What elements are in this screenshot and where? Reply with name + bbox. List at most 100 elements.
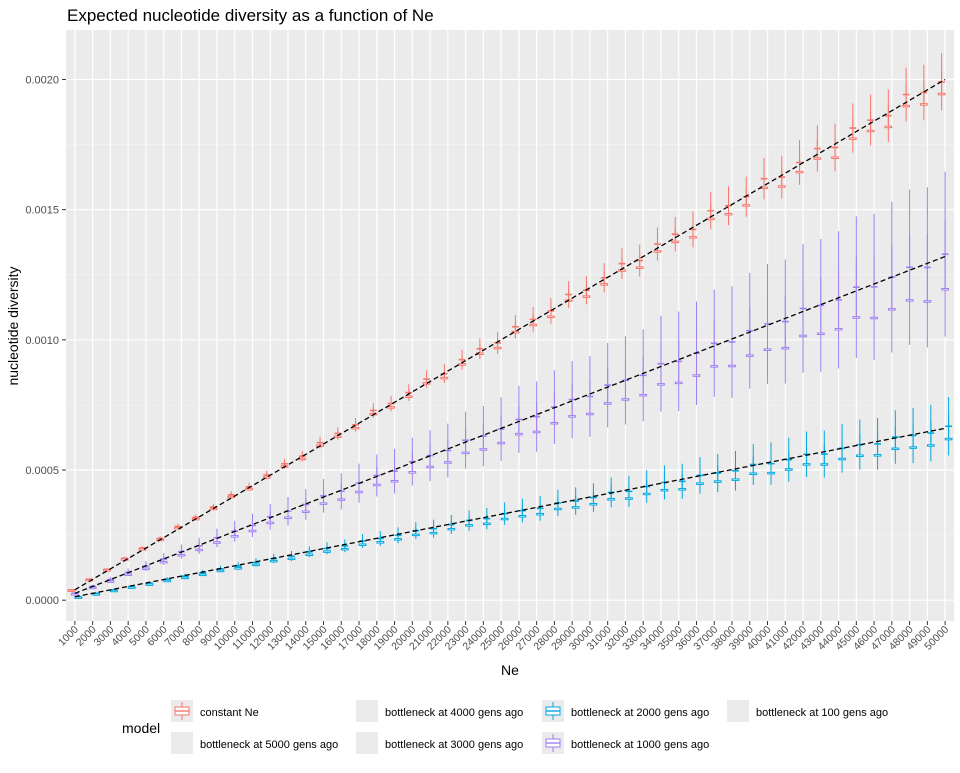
box xyxy=(266,521,275,525)
box xyxy=(163,579,172,583)
box xyxy=(902,104,911,108)
box xyxy=(870,316,878,320)
y-axis-title: nucleotide diversity xyxy=(5,266,21,385)
box xyxy=(884,125,893,129)
box xyxy=(213,541,221,544)
box xyxy=(816,332,825,336)
box xyxy=(919,103,928,106)
box xyxy=(355,490,363,494)
box xyxy=(390,479,399,483)
box xyxy=(124,573,133,576)
box xyxy=(262,476,271,479)
box xyxy=(532,430,541,434)
box xyxy=(692,374,701,377)
box xyxy=(351,427,360,430)
box xyxy=(234,567,243,570)
expected-dashed-line xyxy=(74,255,946,594)
box xyxy=(607,498,616,501)
box xyxy=(443,461,452,464)
box xyxy=(660,488,669,492)
x-axis-title: Ne xyxy=(501,662,519,678)
box xyxy=(422,382,431,385)
legend-label: bottleneck at 3000 gens ago xyxy=(385,739,523,751)
box xyxy=(337,498,346,501)
box xyxy=(728,364,736,368)
legend-label: constant Ne xyxy=(200,707,259,719)
box xyxy=(181,576,189,580)
y-tick-label: 0.0005 xyxy=(25,465,59,477)
box xyxy=(301,510,310,513)
box xyxy=(447,527,456,531)
plot-panel xyxy=(66,30,954,621)
box xyxy=(408,471,417,474)
box xyxy=(689,236,697,239)
box xyxy=(404,395,413,398)
box xyxy=(600,283,609,286)
box xyxy=(777,185,786,188)
box xyxy=(820,463,829,466)
box xyxy=(245,487,253,491)
box xyxy=(713,480,722,483)
box xyxy=(642,492,651,496)
y-tick-label: 0.0015 xyxy=(25,205,59,217)
box xyxy=(724,212,733,216)
legend-label: bottleneck at 5000 gens ago xyxy=(200,739,338,751)
box xyxy=(440,376,449,380)
box xyxy=(571,506,580,509)
box xyxy=(323,550,331,553)
box xyxy=(813,157,822,160)
legend-label: bottleneck at 1000 gens ago xyxy=(571,739,709,751)
expected-dashed-line xyxy=(74,78,946,591)
box xyxy=(174,526,182,530)
box xyxy=(742,204,751,207)
box xyxy=(426,465,434,469)
box xyxy=(536,512,545,516)
box xyxy=(497,441,506,445)
box xyxy=(926,444,935,447)
box xyxy=(674,381,683,385)
box xyxy=(767,471,775,475)
box xyxy=(696,482,704,485)
box xyxy=(511,330,520,334)
box xyxy=(284,516,292,520)
box xyxy=(873,454,882,457)
box xyxy=(763,348,772,351)
box xyxy=(802,463,811,466)
box xyxy=(547,315,555,319)
box xyxy=(106,580,115,583)
legend-key xyxy=(356,732,378,754)
box xyxy=(618,269,626,272)
box xyxy=(248,529,257,533)
box xyxy=(710,365,719,368)
box xyxy=(372,483,381,487)
box xyxy=(493,346,502,350)
box xyxy=(852,316,861,319)
box xyxy=(252,563,260,567)
box xyxy=(887,308,896,311)
box xyxy=(866,129,875,133)
box xyxy=(518,514,527,518)
box xyxy=(142,567,150,571)
box xyxy=(749,472,758,475)
box xyxy=(706,217,715,221)
box xyxy=(586,412,594,416)
box xyxy=(230,535,239,538)
box xyxy=(671,240,680,244)
chart-title: Expected nucleotide diversity as a funct… xyxy=(67,6,434,25)
box xyxy=(838,457,846,461)
box xyxy=(603,402,612,405)
box xyxy=(387,406,395,409)
box xyxy=(458,363,467,366)
box xyxy=(319,502,328,505)
box xyxy=(635,266,644,269)
legend-label: bottleneck at 4000 gens ago xyxy=(385,707,523,719)
box xyxy=(589,502,598,506)
box xyxy=(657,383,665,386)
box xyxy=(227,495,236,499)
box xyxy=(855,454,864,458)
box xyxy=(831,156,839,159)
box xyxy=(905,299,914,302)
box xyxy=(799,334,807,338)
